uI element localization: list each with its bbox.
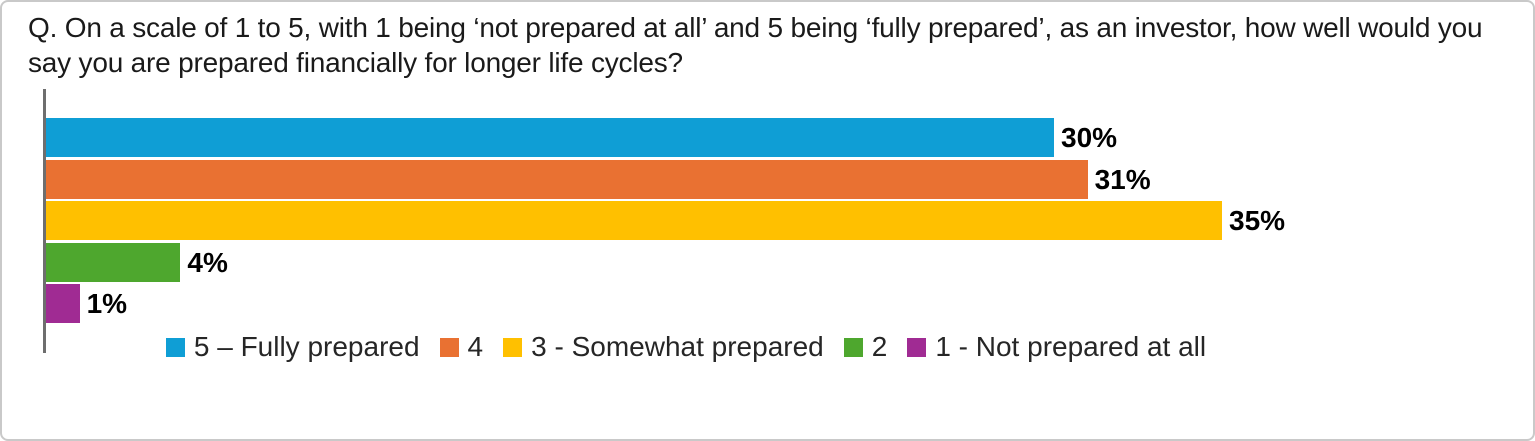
chart-legend: 5 – Fully prepared 4 3 - Somewhat prepared… <box>46 330 1326 364</box>
legend-item: 4 <box>439 331 484 363</box>
bar-row: 31% <box>46 159 1222 199</box>
legend-swatch <box>843 337 863 357</box>
y-axis-line <box>43 89 46 353</box>
bar-segment <box>46 242 181 282</box>
bar-row: 30% <box>46 118 1222 157</box>
bar-segment <box>46 284 80 323</box>
bar-row: 1% <box>46 284 1222 323</box>
legend-swatch <box>165 337 185 357</box>
legend-label: 2 <box>871 331 888 362</box>
bar-row: 4% <box>46 242 1222 282</box>
legend-swatch <box>907 337 927 357</box>
bar-segment <box>46 201 1222 240</box>
legend-label: 4 <box>467 331 484 362</box>
legend-item: 2 <box>843 331 888 363</box>
bar-value-label: 31% <box>1094 163 1151 195</box>
legend-label: 1 - Not prepared at all <box>935 331 1207 362</box>
bar-value-label: 1% <box>86 288 128 319</box>
bar-segment <box>46 159 1088 199</box>
legend-label: 3 - Somewhat prepared <box>531 331 824 362</box>
bar-value-label: 30% <box>1061 122 1118 153</box>
bar-segment <box>46 118 1054 157</box>
legend-swatch <box>503 337 523 357</box>
chart-title: Q. On a scale of 1 to 5, with 1 being ‘n… <box>28 12 1483 78</box>
bar-value-label: 35% <box>1229 205 1286 236</box>
legend-item: 1 - Not prepared at all <box>907 331 1206 363</box>
bar-row: 35% <box>46 201 1285 240</box>
bar-value-label: 4% <box>187 246 228 278</box>
legend-item: 3 - Somewhat prepared <box>503 331 824 363</box>
legend-label: 5 – Fully prepared <box>193 331 420 362</box>
bar-plot-area: 30% 31% 35% 4% 1% <box>46 118 1285 326</box>
legend-item: 5 – Fully prepared <box>165 331 420 363</box>
legend-swatch <box>439 337 459 357</box>
